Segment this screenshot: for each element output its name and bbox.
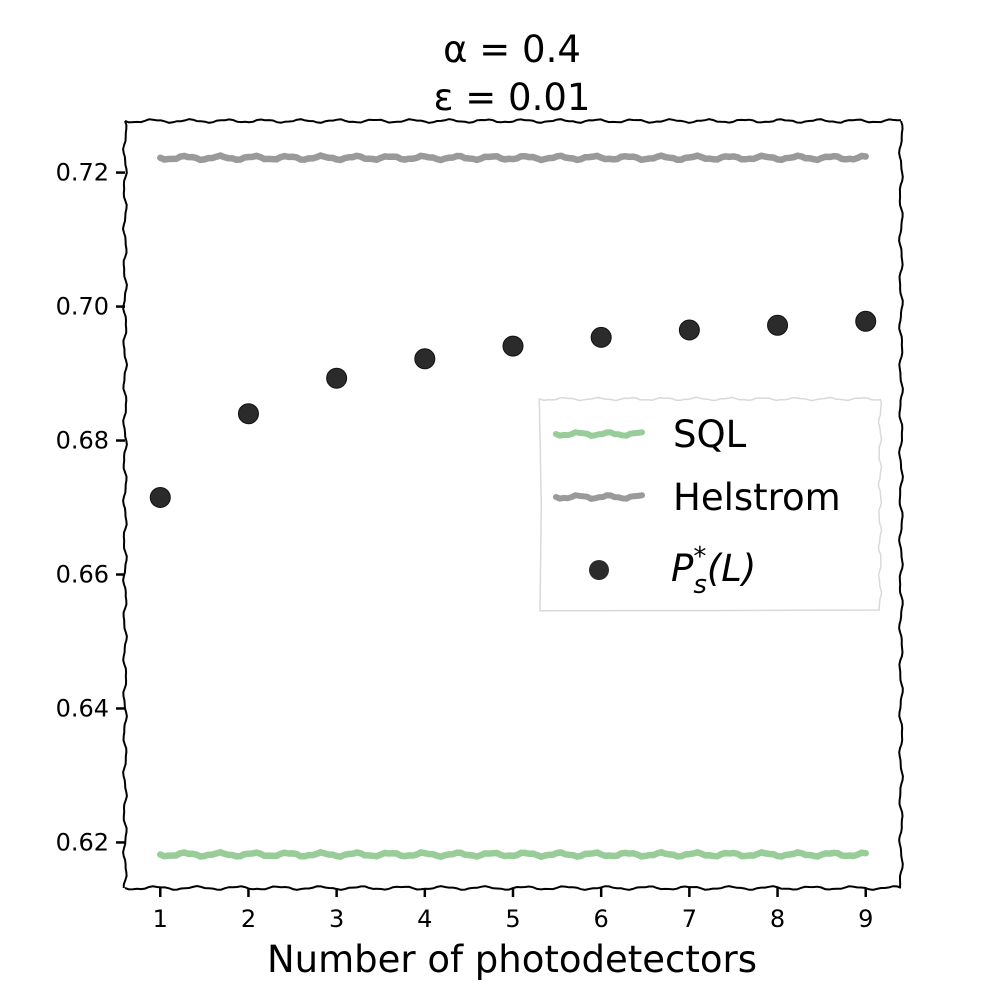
- data-point: [414, 348, 436, 370]
- data-point: [149, 486, 171, 508]
- chart-title-line-1: α = 0.4: [443, 28, 581, 71]
- series-line-sql: [157, 848, 869, 861]
- plot-frame: [121, 118, 904, 891]
- data-point: [678, 319, 700, 341]
- data-point: [855, 310, 877, 332]
- x-tick-label: 9: [858, 905, 873, 933]
- x-tick-label: 7: [682, 905, 697, 933]
- x-tick-label: 3: [329, 905, 344, 933]
- y-tick-label: 0.64: [56, 694, 109, 722]
- y-tick-label: 0.66: [56, 561, 109, 589]
- legend-ps-sub: s: [693, 570, 707, 600]
- legend-ps-arg: (L): [707, 547, 756, 590]
- legend-label-helstrom: Helstrom: [673, 476, 841, 519]
- y-tick-label: 0.72: [56, 159, 109, 187]
- legend-ps-sup: *: [693, 542, 706, 572]
- legend-swatch-helstrom: [553, 492, 645, 503]
- axis-ticks: 0.62 0.64 0.66 0.68 0.70 0.72 1 2 3 4 5 6 7 8 9: [56, 159, 874, 933]
- legend-swatch-sql: [553, 429, 645, 440]
- data-point: [326, 367, 348, 389]
- series-layer: [149, 152, 877, 861]
- data-point: [767, 314, 789, 336]
- x-tick-label: 1: [153, 905, 168, 933]
- y-tick-label: 0.68: [56, 427, 109, 455]
- x-tick-label: 4: [417, 905, 432, 933]
- x-tick-label: 8: [770, 905, 785, 933]
- data-point: [590, 326, 612, 348]
- legend-label-ps: P* s(L): [671, 542, 756, 600]
- x-axis-label: Number of photodetectors: [267, 938, 757, 981]
- frame-right: [898, 120, 904, 889]
- frame-left: [121, 120, 129, 889]
- chart-title-line-2: ε = 0.01: [434, 76, 591, 119]
- x-tick-label: 5: [505, 905, 520, 933]
- legend-marker-ps: [589, 560, 609, 580]
- legend-box: [538, 396, 883, 612]
- series-line-helstrom: [157, 152, 869, 164]
- x-tick-label: 2: [241, 905, 256, 933]
- data-point: [237, 403, 259, 425]
- data-point: [502, 335, 524, 357]
- y-tick-label: 0.62: [56, 828, 109, 856]
- legend-label-sql: SQL: [673, 413, 747, 456]
- legend: SQL Helstrom P* s(L): [538, 396, 883, 612]
- x-tick-label: 6: [594, 905, 609, 933]
- frame-top: [124, 118, 901, 124]
- legend-ps-base: P: [671, 547, 694, 590]
- y-tick-label: 0.70: [56, 293, 109, 321]
